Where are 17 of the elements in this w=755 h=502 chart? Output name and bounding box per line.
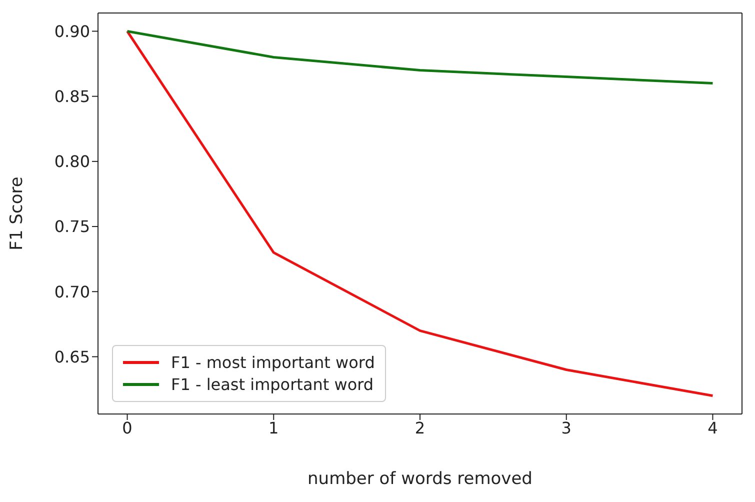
legend-label: F1 - most important word <box>171 353 375 372</box>
line-series <box>126 30 714 85</box>
y-tick-label: 0.70 <box>54 282 90 302</box>
x-tick-label: 1 <box>268 418 279 438</box>
y-tick-label: 0.85 <box>54 87 90 106</box>
y-tick-label: 0.90 <box>54 22 90 41</box>
x-axis-title: number of words removed <box>308 469 532 489</box>
line-series <box>126 30 714 398</box>
y-tick-label: 0.80 <box>54 152 90 172</box>
x-tick-label: 2 <box>414 418 426 438</box>
y-axis-title: F1 Score <box>7 176 28 250</box>
x-tick-label: 4 <box>708 418 718 438</box>
y-tick-label: 0.75 <box>54 217 90 236</box>
legend-label: F1 - least important word <box>171 375 374 394</box>
x-tick-label: 0 <box>122 418 132 438</box>
x-tick-label: 3 <box>561 418 572 438</box>
y-tick-label: 0.65 <box>54 347 90 366</box>
